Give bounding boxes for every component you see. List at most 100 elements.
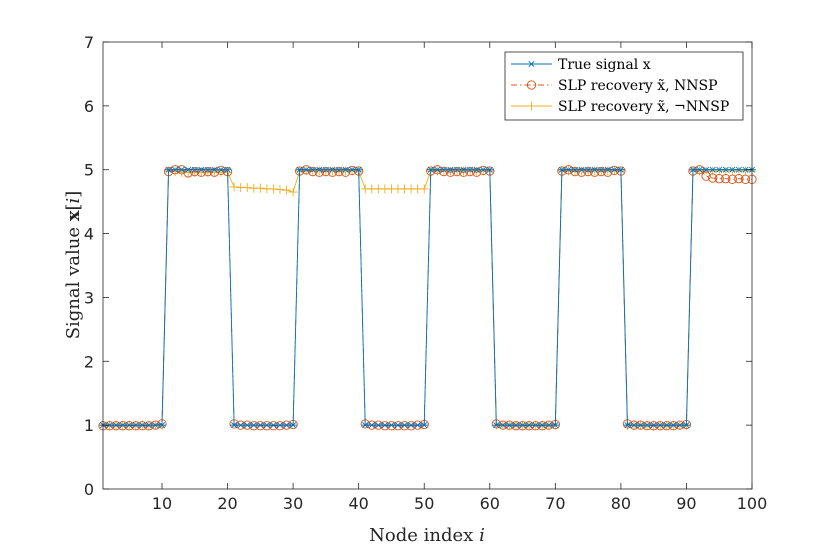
data-point-s1-81 <box>623 422 632 429</box>
data-point-s2-44 <box>380 421 390 431</box>
y-axis-title-i: i <box>63 198 84 204</box>
y-axis-title-index: [ <box>63 203 84 210</box>
data-point-s2-14 <box>183 168 193 178</box>
y-tick-label: 6 <box>84 97 94 116</box>
data-point-s1-17 <box>204 166 212 173</box>
data-point-s1-25 <box>256 422 265 429</box>
x-axis-title-text: Node index <box>369 525 479 546</box>
data-point-s1-63 <box>505 422 514 429</box>
data-point-s1-33 <box>308 166 317 173</box>
y-tick-label: 3 <box>84 288 94 307</box>
data-point-s1-7 <box>138 422 147 429</box>
data-point-s1-79 <box>610 166 619 173</box>
data-point-s1-22 <box>236 422 245 429</box>
x-tick-label: 90 <box>676 494 696 513</box>
data-point-s1-16 <box>197 166 206 173</box>
data-point-s2-86 <box>655 421 665 431</box>
data-point-s2-87 <box>662 421 672 431</box>
legend-marker <box>526 80 537 90</box>
data-point-s2-5 <box>124 421 134 431</box>
data-point-s1-5 <box>125 422 134 429</box>
data-point-s1-50 <box>420 422 429 429</box>
y-tick-label: 0 <box>84 480 94 499</box>
x-tick-label: 50 <box>414 494 434 513</box>
x-tick-label: 60 <box>480 494 500 513</box>
data-point-s2-93 <box>701 171 711 181</box>
legend-label: SLP recovery x̃, NNSP <box>558 78 718 94</box>
data-point-s1-10 <box>158 422 166 429</box>
data-point-s1-60 <box>485 166 494 173</box>
data-point-s1-91 <box>689 166 697 173</box>
data-point-s1-89 <box>676 422 684 429</box>
data-point-s1-21 <box>230 422 238 429</box>
data-point-s2-2 <box>104 421 115 431</box>
y-tick-label: 4 <box>84 225 94 244</box>
data-point-s3-21 <box>229 182 239 192</box>
data-point-s1-23 <box>243 422 252 429</box>
data-point-s2-26 <box>262 421 272 431</box>
data-point-s1-20 <box>223 166 232 173</box>
data-point-s1-45 <box>387 422 396 429</box>
data-point-s1-96 <box>721 166 730 173</box>
legend-box <box>504 51 744 121</box>
y-tick-label: 5 <box>84 161 94 180</box>
data-point-s1-72 <box>564 166 573 173</box>
x-axis-title: Node index i <box>369 525 485 546</box>
data-point-s1-38 <box>341 166 350 173</box>
data-point-s2-65 <box>517 421 528 431</box>
data-point-s3-25 <box>255 183 265 193</box>
data-point-s1-93 <box>702 166 710 173</box>
data-point-s3-29 <box>282 185 292 195</box>
data-point-s2-98 <box>734 174 744 184</box>
x-tick-label: 70 <box>545 494 565 513</box>
data-point-s1-15 <box>190 166 199 173</box>
data-point-s1-58 <box>472 166 481 173</box>
data-point-s1-51 <box>426 166 435 173</box>
data-point-s1-90 <box>682 422 691 429</box>
y-axis-title-close: ] <box>63 191 84 198</box>
data-point-s2-46 <box>393 421 403 431</box>
data-point-s1-59 <box>479 166 488 173</box>
data-point-s1-84 <box>643 422 651 429</box>
data-point-s1-95 <box>715 166 724 173</box>
axes-box <box>102 41 753 490</box>
data-point-s1-24 <box>249 422 258 429</box>
data-point-s1-42 <box>367 422 376 429</box>
legend-marker <box>527 101 536 111</box>
data-point-s3-50 <box>419 184 429 194</box>
data-point-s1-83 <box>636 422 645 429</box>
data-point-s1-43 <box>374 422 383 429</box>
legend-item-2: SLP recovery x̃, NNSP <box>511 78 718 94</box>
data-point-s1-37 <box>335 166 343 173</box>
data-point-s1-78 <box>603 166 612 173</box>
data-point-s1-8 <box>145 422 153 429</box>
data-point-s1-32 <box>302 166 311 173</box>
data-point-s2-28 <box>275 421 285 431</box>
data-point-s1-67 <box>531 422 540 429</box>
data-point-s1-69 <box>544 422 553 429</box>
data-point-s2-88 <box>668 421 678 431</box>
series-1 <box>99 166 756 429</box>
x-tick-label: 80 <box>611 494 631 513</box>
data-point-s2-99 <box>740 174 751 184</box>
legend-label: True signal x <box>558 57 651 73</box>
data-point-s1-36 <box>328 166 337 173</box>
data-point-s1-52 <box>433 166 442 173</box>
legend-label: SLP recovery x̃, ¬NNSP <box>558 99 729 115</box>
data-point-s2-48 <box>406 421 416 431</box>
data-point-s3-23 <box>242 183 252 193</box>
data-point-s1-4 <box>118 422 127 429</box>
data-point-s2-47 <box>399 421 410 431</box>
x-tick-label: 10 <box>152 494 172 513</box>
data-point-s1-56 <box>459 166 468 173</box>
x-tick-label: 30 <box>283 494 303 513</box>
legend: True signal x SLP recovery x̃, NNSP SLP re… <box>504 51 744 121</box>
data-point-s1-47 <box>400 422 409 429</box>
data-point-s1-75 <box>584 166 592 173</box>
data-point-s1-55 <box>453 166 461 173</box>
data-point-s1-34 <box>315 166 324 173</box>
data-point-s2-6 <box>131 421 141 431</box>
x-tick-label: 40 <box>348 494 368 513</box>
data-point-s1-39 <box>348 166 356 173</box>
